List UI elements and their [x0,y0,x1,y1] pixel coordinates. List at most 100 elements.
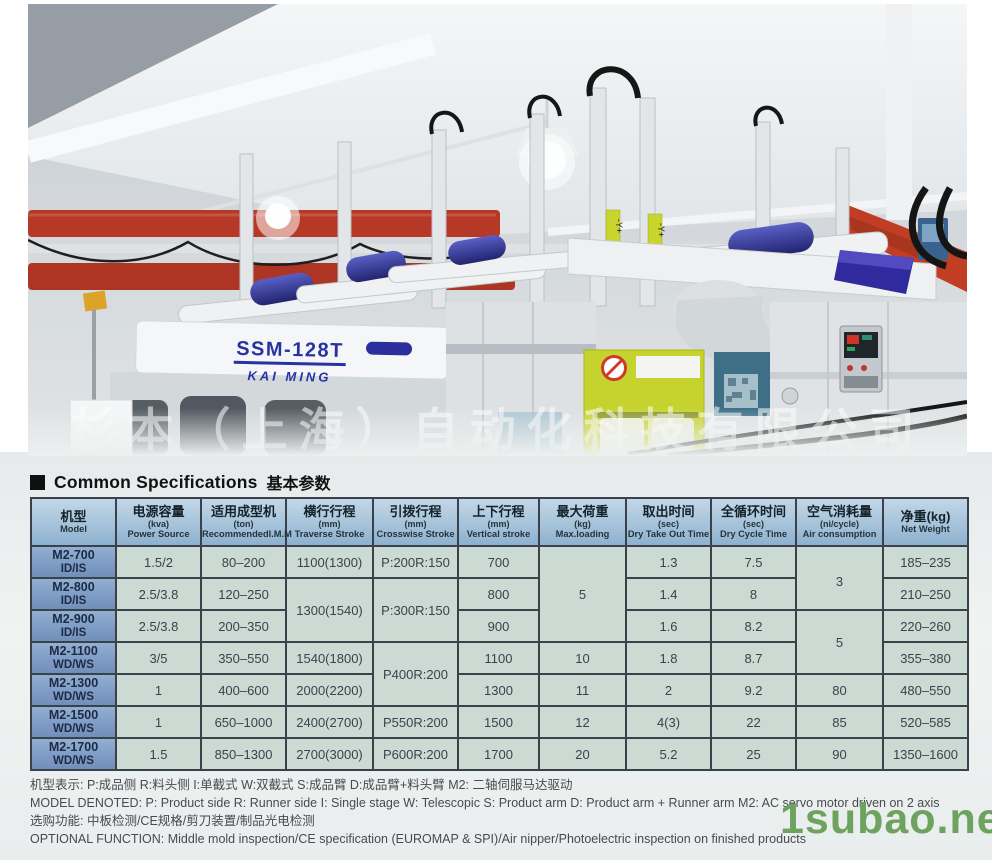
cell-cycle: 9.2 [710,673,797,707]
cell-net: 220–260 [882,609,969,643]
cell-power: 1 [115,673,202,707]
cell-net: 210–250 [882,577,969,611]
axis-label-tags: -Y+ -Y+ [393,209,666,367]
cell-imm: 400–600 [200,673,287,707]
cell-maxload: 20 [538,737,627,771]
spec-table: 机型 Model 电源容量 (kva) Power Source 适用成型机 (ton)… [30,497,969,771]
col-header-takeout: 取出时间 (sec) Dry Take Out Time [625,497,712,547]
cell-vertical: 700 [457,545,540,579]
cell-power: 1.5 [115,737,202,771]
col-header-cycle: 全循环时间 (sec) Dry Cycle Time [710,497,797,547]
col-header-air: 空气消耗量 (ni/cycle) Air consumption [795,497,884,547]
ceiling-dark-band [28,4,278,128]
control-button [847,365,853,371]
cell-cycle: 8.2 [710,609,797,643]
table-row: M2-1100 WD/WS 3/5 350–550 1540(1800) P400… [30,641,969,707]
cell-traverse: 1540(1800) [285,641,374,675]
cell-traverse: 1100(1300) [285,545,374,579]
cell-cycle: 22 [710,705,797,739]
brand-logo-pill [366,341,413,356]
axis-label-text: -Y+ [656,223,666,237]
col-header-crosswise: 引拨行程 (mm) Crosswise Stroke [372,497,459,547]
cell-traverse: 1300(1540) [285,577,374,643]
cell-crosswise: P600R:200 [372,737,459,771]
machine-model-label: SSM-128T [236,338,344,362]
cell-power: 1.5/2 [115,545,202,579]
cell-net: 355–380 [882,641,969,675]
table-row: M2-1700 WD/WS 1.5 850–1300 2700(3000) P60… [30,737,969,771]
cell-net: 1350–1600 [882,737,969,771]
cell-traverse: 2000(2200) [285,673,374,707]
cell-model: M2-1300 WD/WS [30,673,117,707]
cell-vertical: 900 [457,609,540,643]
cell-cycle: 8 [710,577,797,611]
ceiling-beam [25,33,436,163]
note-optional-zh: 选购功能: 中板检测/CE规格/剪刀装置/制品光电检测 [30,814,315,829]
cell-traverse: 2700(3000) [285,737,374,771]
col-header-power: 电源容量 (kva) Power Source [115,497,202,547]
axis-label-text: -Y+ [614,219,624,233]
section-title-zh: 基本参数 [266,476,331,493]
cable-carriers [429,66,784,135]
cell-air: 3 [795,545,884,611]
header-row: 机型 Model 电源容量 (kva) Power Source 适用成型机 (ton)… [30,497,969,547]
cell-imm: 850–1300 [200,737,287,771]
cell-crosswise: P550R:200 [372,705,459,739]
cell-takeout: 2 [625,673,712,707]
pressure-gauge [781,387,799,405]
cell-power: 2.5/3.8 [115,609,202,643]
note-optional-en: OPTIONAL FUNCTION: Middle mold inspectio… [30,832,807,847]
cell-crosswise: P400R:200 [372,641,459,707]
table-row: M2-1300 WD/WS 1 400–600 2000(2200) 1300 1… [30,673,969,707]
cell-air: 85 [795,705,884,739]
footnotes: 机型表示: P:成品侧 R:料头侧 I:单截式 W:双截式 S:成品臂 D:成品… [30,776,965,849]
cell-takeout: 5.2 [625,737,712,771]
cell-net: 185–235 [882,545,969,579]
section-bullet-square [30,474,45,490]
cell-imm: 350–550 [200,641,287,675]
cell-model: M2-1700 WD/WS [30,737,117,771]
table-row: M2-800 ID/IS 2.5/3.8 120–250 1300(1540) P… [30,577,969,643]
cell-crosswise: P:200R:150 [372,545,459,579]
cell-air: 80 [795,673,884,707]
site-watermark: 1subao.net [780,795,992,843]
photo-bottom-fade [28,408,967,456]
cell-net: 480–550 [882,673,969,707]
label-underline [233,360,346,367]
cell-imm: 200–350 [200,609,287,643]
cell-takeout: 4(3) [625,705,712,739]
note-model-denoted-en: MODEL DENOTED: P: Product side R: Runner… [30,796,940,811]
cell-air: 90 [795,737,884,771]
cell-model: M2-800 ID/IS [30,577,117,611]
col-header-imm: 适用成型机 (ton) RecommendedI.M.M [200,497,292,547]
cell-imm: 650–1000 [200,705,287,739]
col-header-vertical: 上下行程 (mm) Vertical stroke [457,497,540,547]
cell-takeout: 1.6 [625,609,712,643]
cell-imm: 80–200 [200,545,287,579]
cell-takeout: 1.8 [625,641,712,675]
cell-crosswise: P:300R:150 [372,577,459,643]
col-header-model: 机型 Model [30,497,117,547]
cell-power: 3/5 [115,641,202,675]
wall-pillar [886,4,912,220]
cell-model: M2-1500 WD/WS [30,705,117,739]
cell-cycle: 7.5 [710,545,797,579]
table-row: M2-900 ID/IS 2.5/3.8 200–350 900 1.6 8.2 … [30,609,969,675]
cell-vertical: 1700 [457,737,540,771]
teal-panel [714,352,770,416]
cell-vertical: 800 [457,577,540,611]
cell-takeout: 1.3 [625,545,712,579]
cell-power: 1 [115,705,202,739]
col-header-maxload: 最大荷重 (kg) Max.loading [538,497,627,547]
right-robot-beam [567,237,937,362]
table-row: M2-1500 WD/WS 1 650–1000 2400(2700) P550R… [30,705,969,739]
cell-vertical: 1300 [457,673,540,707]
cell-net: 520–585 [882,705,969,739]
cell-model: M2-700 ID/IS [30,545,117,579]
machine-brand-label: KAI MING [247,368,331,385]
col-header-netweight: 净重(kg) Net Weight [882,497,969,547]
cell-traverse: 2400(2700) [285,705,374,739]
cell-vertical: 1500 [457,705,540,739]
col-header-traverse: 横行行程 (mm) Traverse Stroke [285,497,374,547]
